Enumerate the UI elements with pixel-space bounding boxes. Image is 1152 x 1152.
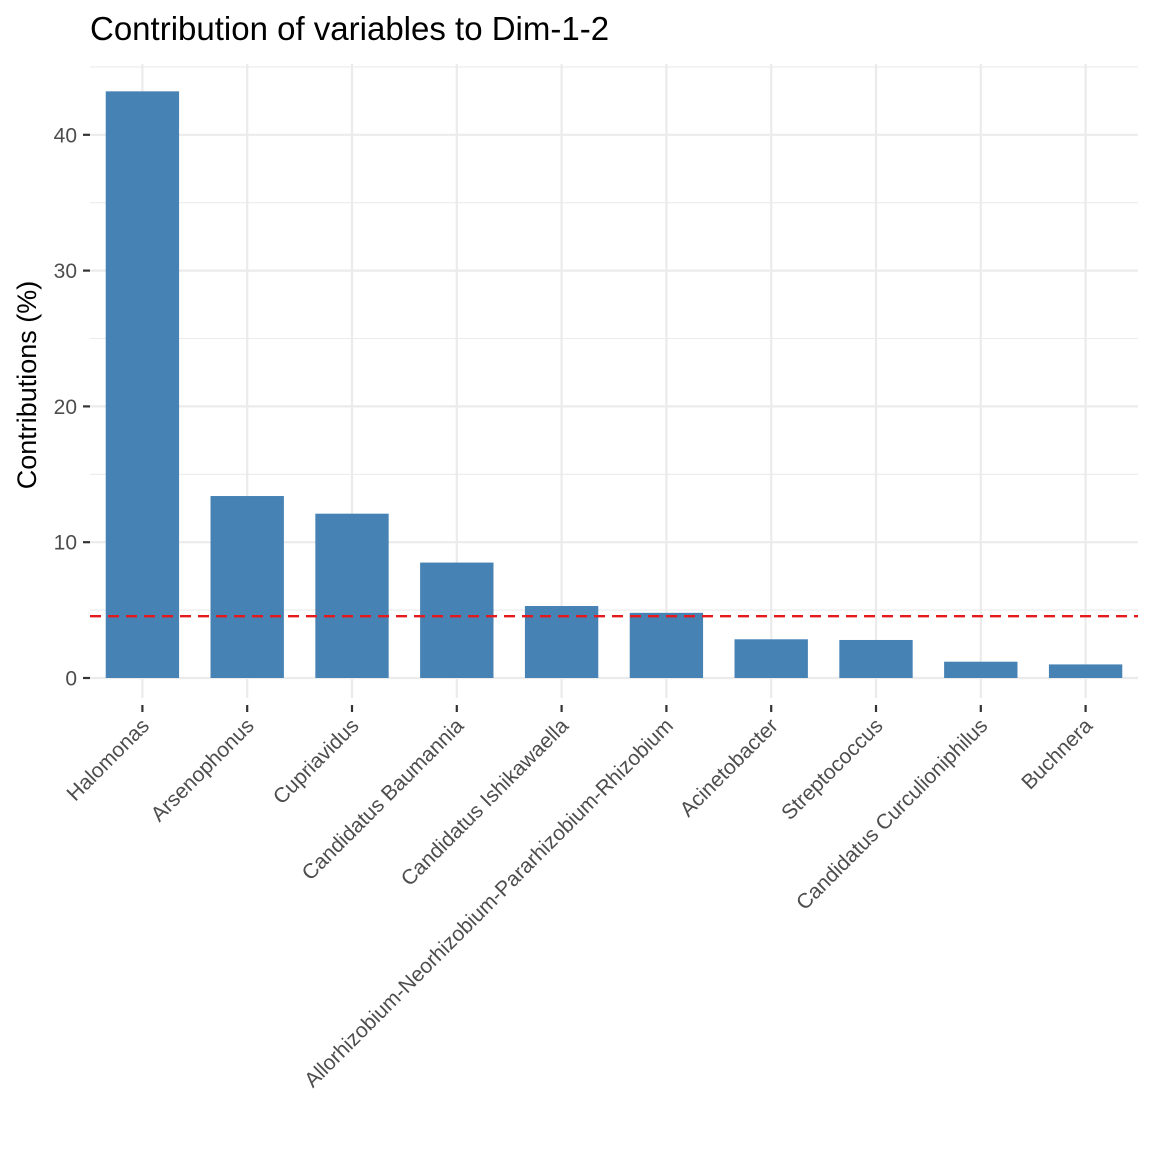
bar: [524, 606, 599, 678]
y-tick-label: 40: [54, 124, 77, 147]
bar: [420, 562, 494, 678]
x-tick-label: Acinetobacter: [676, 714, 783, 821]
bar: [839, 639, 913, 678]
x-tick-label: Candidatus Ishikawaella: [397, 714, 574, 891]
bar: [1048, 664, 1123, 678]
bar: [629, 612, 704, 678]
x-tick-label: Allorhizobium-Neorhizobium-Pararhizobium…: [300, 714, 678, 1092]
x-tick-label: Arsenophonus: [147, 714, 259, 826]
chart-title: Contribution of variables to Dim-1-2: [90, 10, 609, 47]
y-tick-label: 0: [65, 668, 77, 691]
y-tick-label: 30: [54, 260, 77, 283]
y-tick-label: 10: [54, 532, 77, 555]
x-tick-label: Streptococcus: [777, 714, 887, 824]
bars: [105, 91, 1123, 679]
x-tick-label: Buchnera: [1017, 714, 1097, 794]
y-tick-label: 20: [54, 396, 77, 419]
bar: [734, 639, 808, 678]
bar: [315, 513, 389, 678]
bar: [944, 661, 1018, 678]
x-tick-label: Halomonas: [63, 714, 154, 805]
y-axis: 0 10 20 30 40: [54, 124, 90, 691]
y-axis-title: Contributions (%): [12, 281, 42, 490]
bar: [210, 496, 284, 678]
bar: [105, 91, 180, 679]
x-tick-label: Candidatus Curculioniphilus: [792, 714, 992, 914]
x-tick-label: Cupriavidus: [269, 714, 364, 809]
